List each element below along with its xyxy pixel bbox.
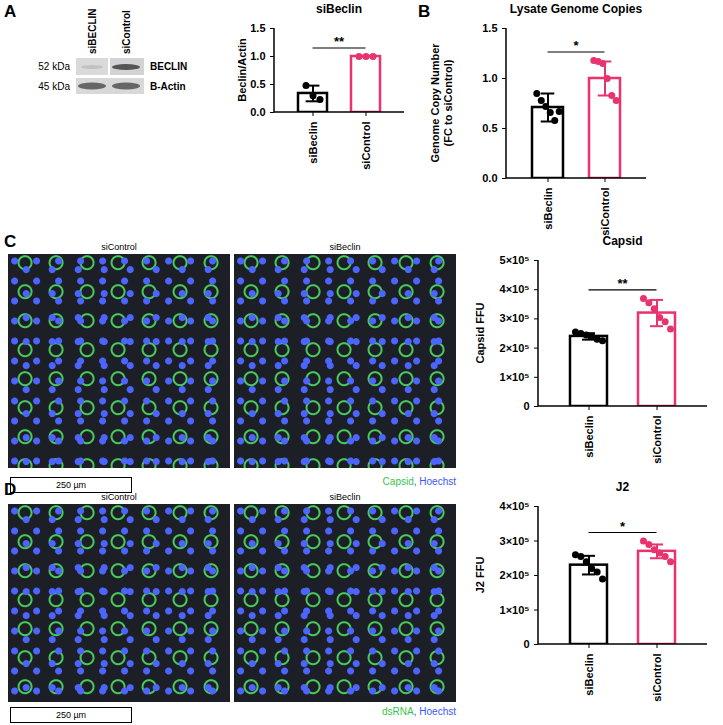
svg-text:0: 0 xyxy=(523,400,529,412)
svg-text:0: 0 xyxy=(523,638,529,650)
svg-text:siControl: siControl xyxy=(599,188,611,236)
html-text:siBeclin: siBeclin xyxy=(329,492,361,502)
html-text:Capsid: Capsid xyxy=(602,234,643,248)
html-text:250 µm: 250 µm xyxy=(55,710,87,720)
html-text:J2 FFU: J2 FFU xyxy=(473,556,486,594)
svg-text:1×10⁵: 1×10⁵ xyxy=(500,604,530,616)
svg-text:1.0: 1.0 xyxy=(482,72,497,84)
svg-text:45 kDa: 45 kDa xyxy=(38,81,70,92)
svg-text:2×10⁵: 2×10⁵ xyxy=(500,342,530,354)
html-text:siControl: siControl xyxy=(101,242,137,252)
svg-text:1×10⁵: 1×10⁵ xyxy=(500,371,530,383)
html-text:A: A xyxy=(4,2,17,21)
html-text:Beclin/Actin: Beclin/Actin xyxy=(235,38,248,102)
html-text:C: C xyxy=(4,232,17,251)
html-text:dsRNA, Hoechst: dsRNA, Hoechst xyxy=(382,706,456,717)
svg-text:siControl: siControl xyxy=(651,654,663,702)
svg-text:**: ** xyxy=(334,34,345,49)
svg-text:siBeclin: siBeclin xyxy=(583,415,595,457)
svg-text:siBeclin: siBeclin xyxy=(583,653,595,695)
svg-text:*: * xyxy=(620,519,626,534)
svg-text:0.5: 0.5 xyxy=(482,122,497,134)
svg-text:**: ** xyxy=(617,276,628,291)
html-text:Capsid FFU: Capsid FFU xyxy=(473,302,486,364)
html-text:siControl: siControl xyxy=(101,492,137,502)
svg-text:0.0: 0.0 xyxy=(482,172,497,184)
svg-text:siControl: siControl xyxy=(121,10,132,54)
svg-text:B-Actin: B-Actin xyxy=(150,81,186,92)
svg-text:BECLIN: BECLIN xyxy=(150,61,187,72)
svg-text:1.5: 1.5 xyxy=(250,22,265,34)
svg-text:5×10⁵: 5×10⁵ xyxy=(500,254,530,266)
html-text:Genome Copy Number (FC to siCo: Genome Copy Number (FC to siControl) xyxy=(429,43,454,163)
html-text:Lysate Genome Copies: Lysate Genome Copies xyxy=(509,2,643,16)
svg-text:siControl: siControl xyxy=(651,416,663,464)
svg-text:2×10⁵: 2×10⁵ xyxy=(500,569,530,581)
svg-text:siBeclin: siBeclin xyxy=(307,121,319,163)
svg-text:3×10⁵: 3×10⁵ xyxy=(500,312,530,324)
html-text:J2: J2 xyxy=(615,480,630,494)
svg-text:siBeclin: siBeclin xyxy=(542,187,554,229)
svg-text:*: * xyxy=(573,38,579,53)
html-text:D: D xyxy=(4,480,17,499)
svg-text:52 kDa: 52 kDa xyxy=(38,61,70,72)
svg-text:0.5: 0.5 xyxy=(250,78,265,90)
svg-text:siBECLIN: siBECLIN xyxy=(87,8,98,54)
html-text:Capsid, Hoechst: Capsid, Hoechst xyxy=(382,476,456,487)
html-text:siBeclin: siBeclin xyxy=(316,2,362,16)
svg-text:1.0: 1.0 xyxy=(250,50,265,62)
html-text:B: B xyxy=(418,2,431,21)
svg-text:1.5: 1.5 xyxy=(482,22,497,34)
html-text:siBeclin: siBeclin xyxy=(329,242,361,252)
svg-text:siControl: siControl xyxy=(360,122,372,170)
svg-text:4×10⁵: 4×10⁵ xyxy=(500,283,530,295)
html-text:250 µm: 250 µm xyxy=(55,480,87,490)
svg-text:0.0: 0.0 xyxy=(250,106,265,118)
svg-text:4×10⁵: 4×10⁵ xyxy=(500,500,530,512)
svg-text:3×10⁵: 3×10⁵ xyxy=(500,535,530,547)
